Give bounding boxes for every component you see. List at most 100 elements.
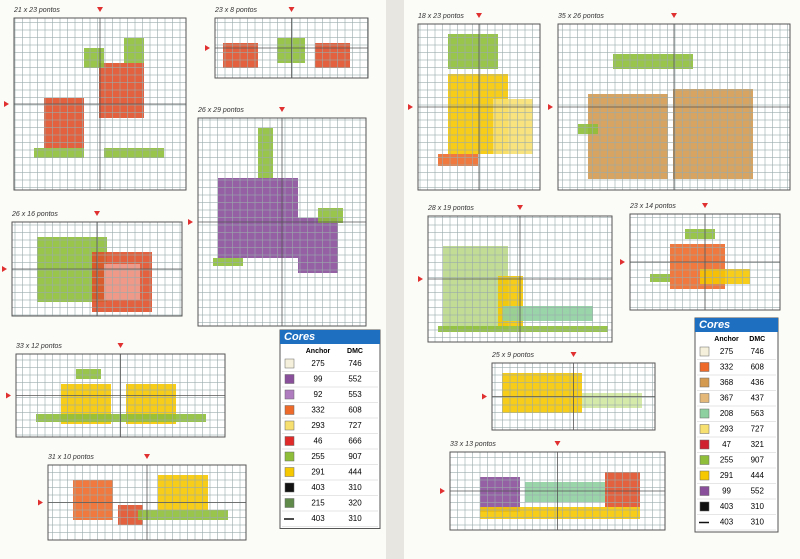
swatch [699,455,710,465]
dmc-code: 310 [751,502,765,511]
center-marker [288,7,295,12]
center-marker [279,107,285,112]
center-marker [144,454,150,459]
center-marker [570,352,577,357]
anchor-code: 403 [311,483,325,492]
dmc-code: 563 [751,409,765,418]
center-marker [476,13,482,18]
center-marker [6,392,11,399]
anchor-code: 46 [314,437,323,446]
center-marker [408,104,413,110]
key-header [280,330,380,344]
anchor-code: 92 [314,390,323,399]
swatch [699,501,710,512]
center-marker [97,7,103,12]
anchor-code: 332 [720,363,734,372]
dmc-code: 608 [751,363,765,372]
anchor-code: 215 [311,499,325,508]
swatch [284,358,295,369]
swatch [699,424,710,434]
pattern-size: 25 x 9 pontos [491,352,535,359]
pattern-size: 33 x 12 pontos [16,343,62,350]
dmc-code: 666 [348,437,362,446]
center-marker [671,13,677,18]
dmc-code: 310 [348,514,362,523]
swatch [284,498,295,508]
swatch [699,393,710,403]
swatch [284,467,295,477]
anchor-code: 368 [720,378,734,387]
swatch [284,374,295,384]
pattern-size: 23 x 8 pontos [214,7,258,14]
dmc-code: 321 [751,440,765,449]
anchor-code: 293 [720,425,734,434]
dmc-code: 310 [751,518,765,527]
anchor-header: Anchor [714,336,739,343]
swatch [699,439,710,450]
dmc-code: 553 [348,390,362,399]
swatch [699,346,710,357]
dmc-code: 444 [348,468,362,477]
key-title: Cores [284,331,315,343]
center-marker [554,441,561,446]
swatch [284,451,295,462]
key-title: Cores [699,319,730,331]
anchor-code: 332 [311,406,325,415]
swatch [284,482,295,493]
swatch [284,420,295,431]
dmc-code: 320 [348,499,362,508]
center-marker [440,488,445,494]
gutter [386,0,404,559]
dmc-code: 907 [348,452,362,461]
center-marker [4,101,9,107]
anchor-code: 403 [720,518,734,527]
anchor-code: 293 [311,421,325,430]
center-marker [620,259,625,265]
pattern-size: 26 x 16 pontos [11,211,58,218]
dmc-code: 436 [751,378,765,387]
anchor-code: 403 [311,514,325,523]
pattern-size: 21 x 23 pontos [13,7,60,14]
dmc-code: 552 [751,487,765,496]
center-marker [418,276,423,282]
dmc-header: DMC [749,336,765,343]
center-marker [38,499,43,506]
swatch [699,377,710,388]
center-marker [117,343,124,348]
key-header [695,318,778,332]
center-marker [548,104,553,110]
pattern-size: 26 x 29 pontos [197,107,244,114]
center-marker [482,393,487,400]
pattern-size: 28 x 19 pontos [427,205,474,212]
dmc-code: 746 [751,347,765,356]
swatch [284,389,295,400]
pattern-size: 23 x 14 pontos [629,203,676,210]
dmc-header: DMC [347,348,363,355]
dmc-code: 907 [751,456,765,465]
dmc-code: 444 [751,471,765,480]
swatch [284,405,295,415]
pattern-size: 18 x 23 pontos [418,13,464,20]
anchor-code: 291 [720,471,734,480]
dmc-code: 727 [751,425,765,434]
pattern-size: 35 x 26 pontos [558,13,604,20]
anchor-code: 275 [720,347,734,356]
dmc-code: 746 [348,359,362,368]
center-marker [702,203,708,208]
dmc-code: 310 [348,483,362,492]
anchor-code: 255 [311,452,325,461]
anchor-code: 99 [722,487,731,496]
dmc-code: 552 [348,375,362,384]
anchor-code: 367 [720,394,734,403]
swatch [699,470,710,481]
swatch [284,436,295,446]
center-marker [188,219,193,225]
center-marker [517,205,523,210]
dmc-code: 608 [348,406,362,415]
center-marker [94,211,100,216]
swatch [699,362,710,372]
anchor-code: 255 [720,456,734,465]
dmc-code: 437 [751,394,765,403]
